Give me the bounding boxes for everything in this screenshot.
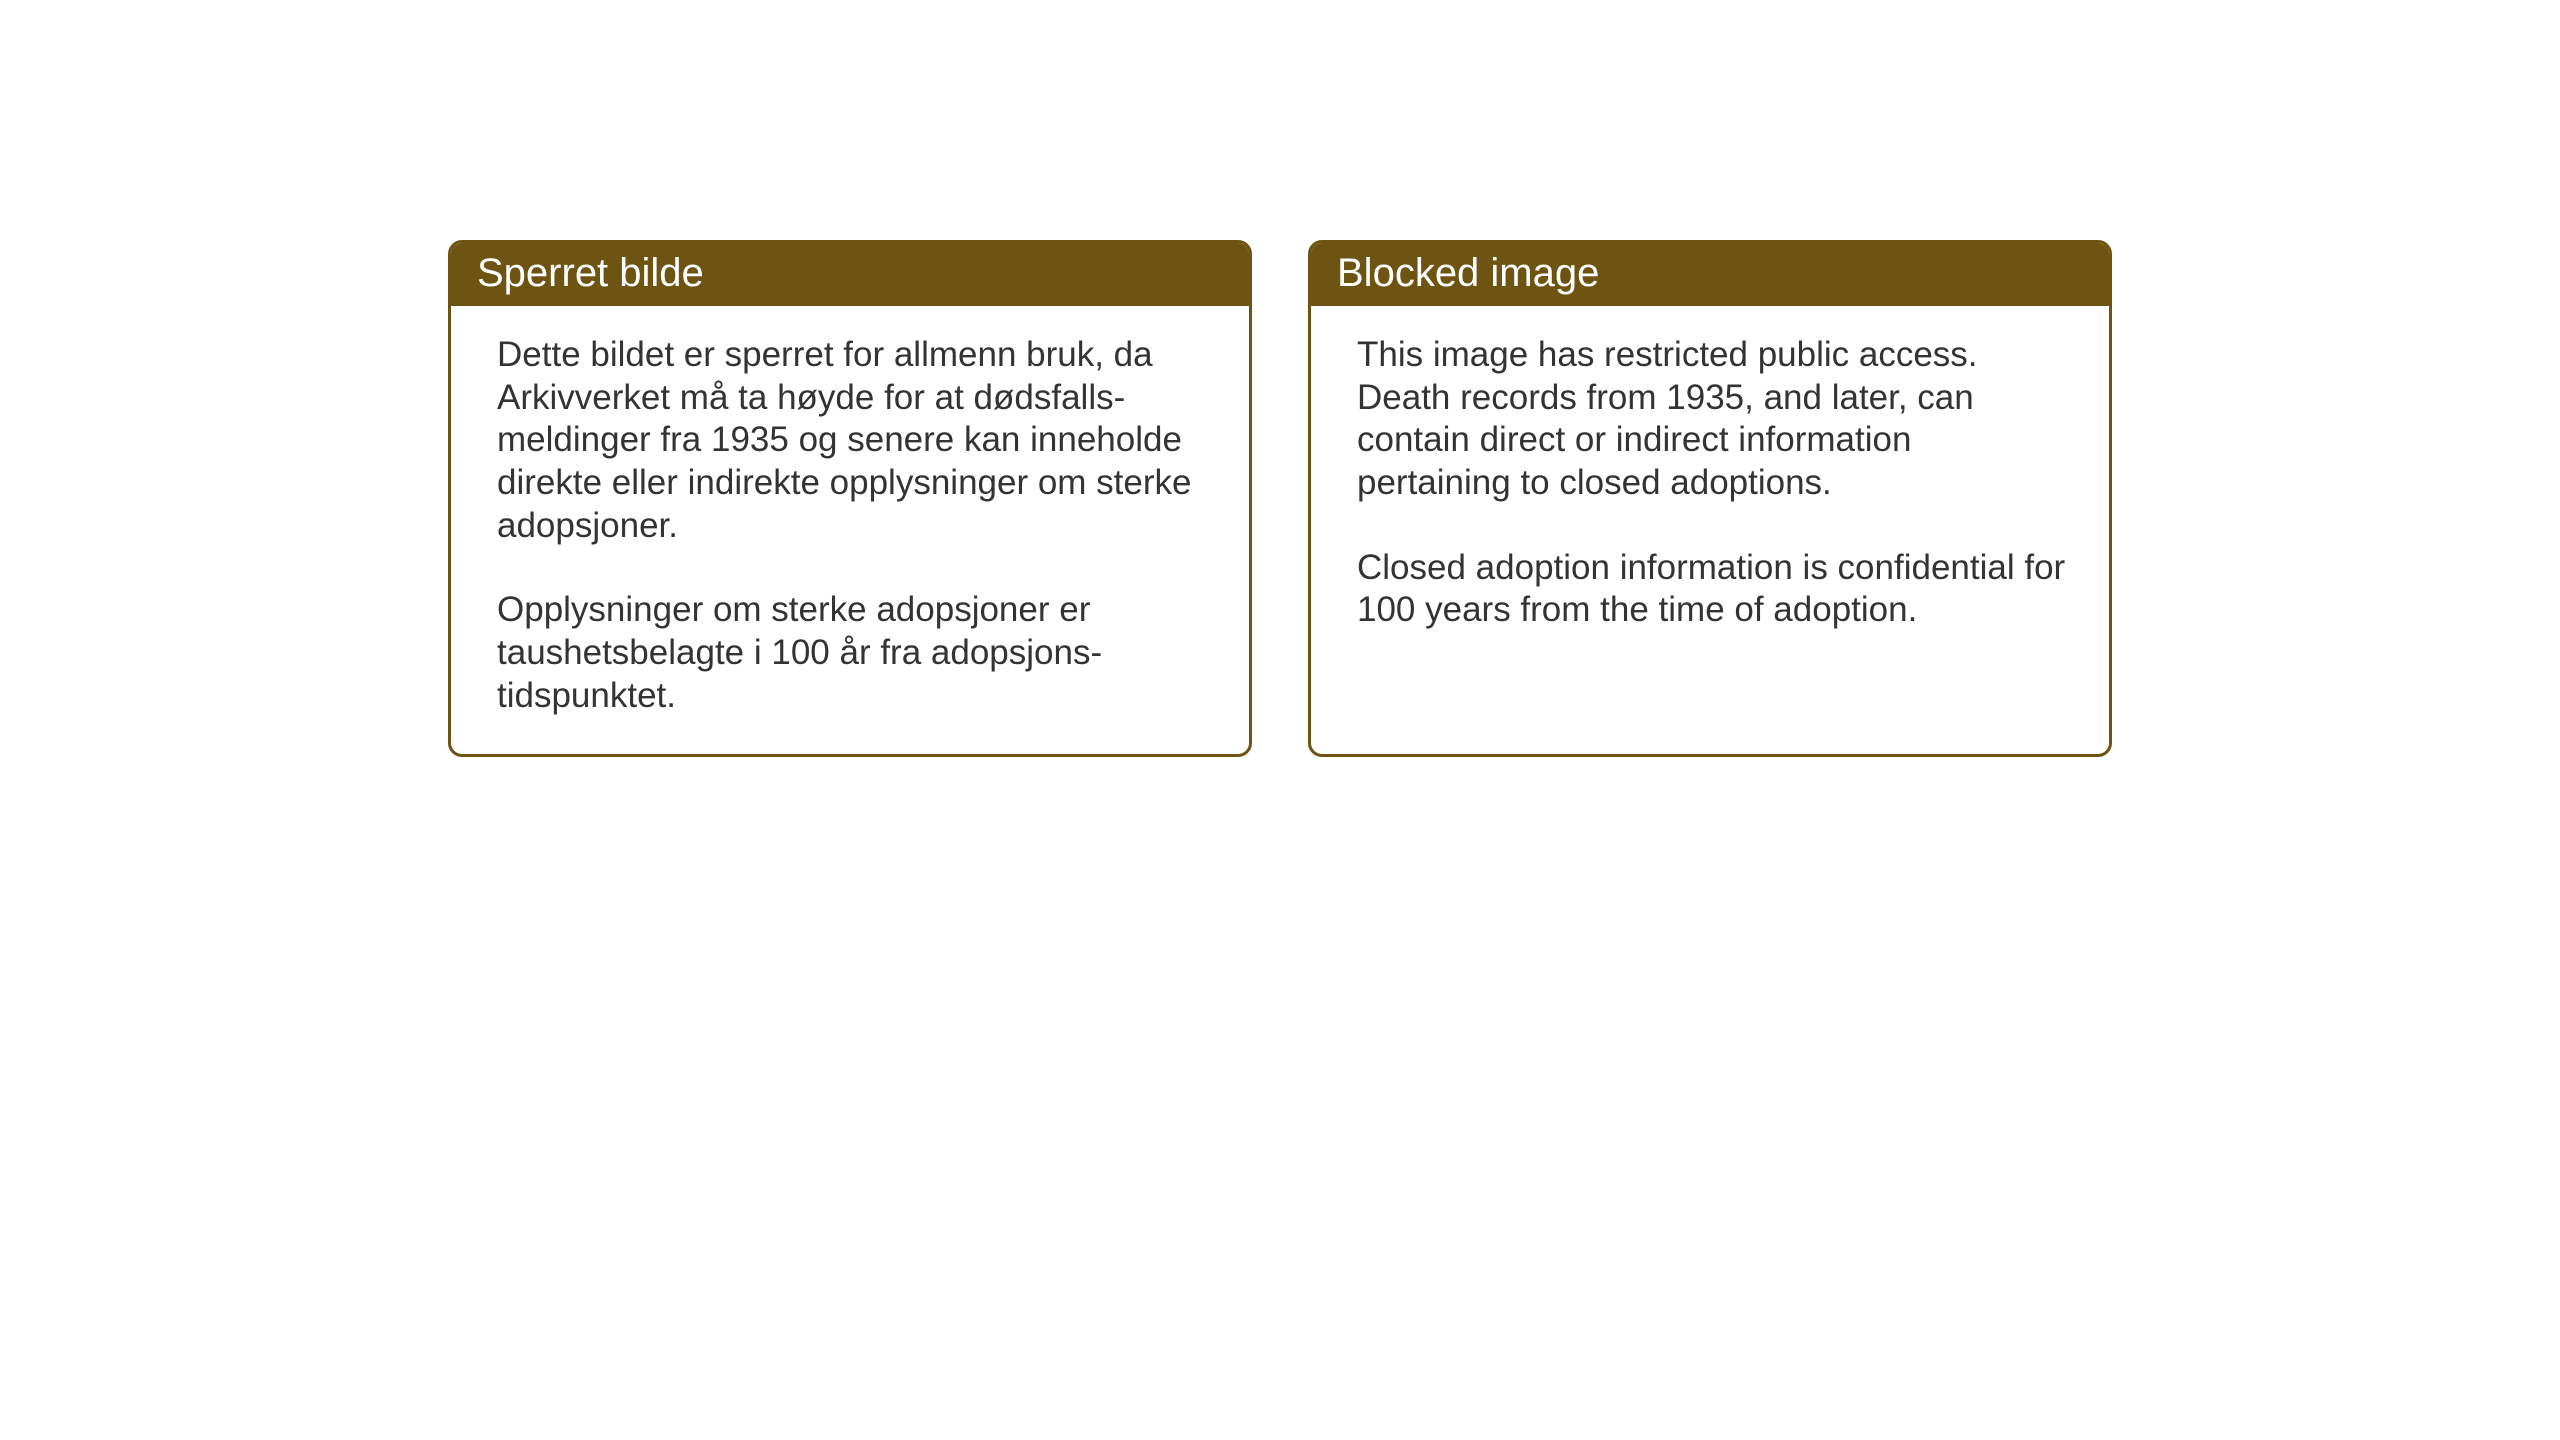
card-paragraph-2-norwegian: Opplysninger om sterke adopsjoner er tau…: [497, 589, 1209, 717]
card-body-norwegian: Dette bildet er sperret for allmenn bruk…: [451, 306, 1249, 754]
notice-card-english: Blocked image This image has restricted …: [1308, 240, 2112, 757]
card-title-norwegian: Sperret bilde: [477, 251, 704, 295]
card-body-english: This image has restricted public access.…: [1311, 306, 2109, 668]
notice-cards-container: Sperret bilde Dette bildet er sperret fo…: [448, 240, 2112, 757]
card-header-english: Blocked image: [1311, 243, 2109, 306]
card-paragraph-1-english: This image has restricted public access.…: [1357, 334, 2069, 505]
notice-card-norwegian: Sperret bilde Dette bildet er sperret fo…: [448, 240, 1252, 757]
card-header-norwegian: Sperret bilde: [451, 243, 1249, 306]
card-paragraph-1-norwegian: Dette bildet er sperret for allmenn bruk…: [497, 334, 1209, 547]
card-title-english: Blocked image: [1337, 251, 1599, 295]
card-paragraph-2-english: Closed adoption information is confident…: [1357, 547, 2069, 632]
